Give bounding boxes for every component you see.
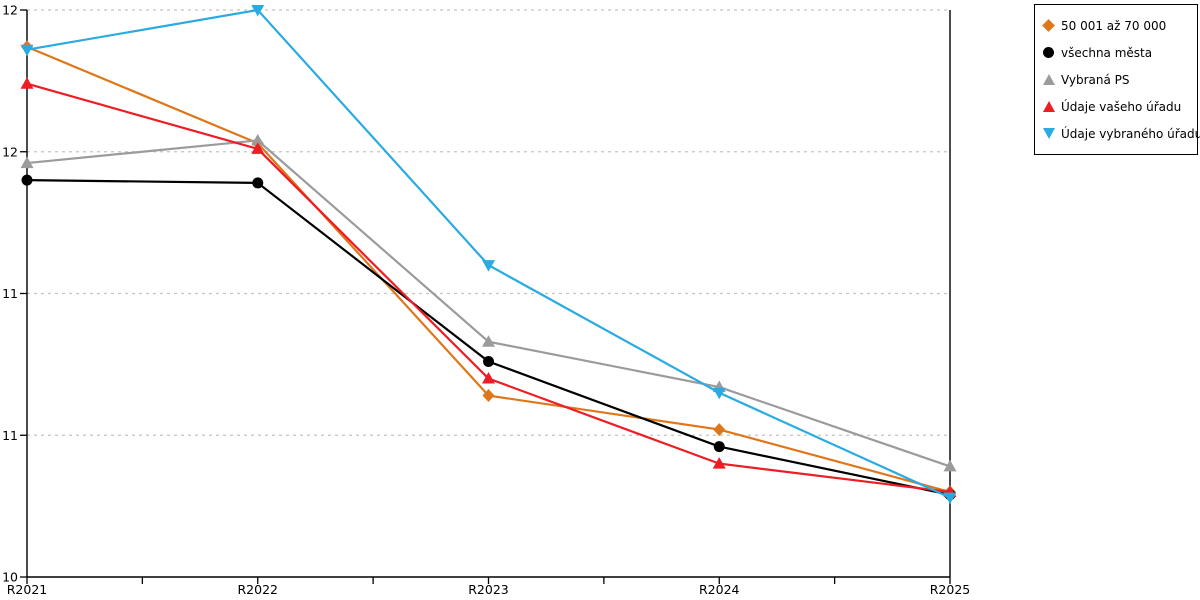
y-tick-label: 11 <box>2 428 18 443</box>
triangle-down-marker-icon <box>251 5 265 17</box>
diamond-marker-icon <box>1041 18 1056 33</box>
triangle-up-marker-icon <box>20 77 34 89</box>
y-tick-label: 10 <box>2 570 18 585</box>
triangle-up-marker-icon <box>482 335 495 347</box>
legend-label: Vybraná PS <box>1061 72 1130 87</box>
triangle-down-marker-icon <box>20 44 34 57</box>
legend-item: všechna města <box>1041 39 1193 66</box>
legend-item: Vybraná PS <box>1041 66 1193 93</box>
y-tick-label: 12 <box>2 144 18 159</box>
triangle-up-marker-icon <box>20 156 34 169</box>
triangle-down-marker-icon <box>943 492 957 505</box>
triangle-up-marker-icon <box>1041 72 1056 87</box>
legend-label: všechna města <box>1061 45 1153 60</box>
circle-marker-icon <box>713 441 725 453</box>
x-tick-label: R2024 <box>699 582 740 597</box>
triangle-down-marker-icon <box>482 260 495 272</box>
y-tick-label: 11 <box>2 286 18 301</box>
circle-marker-icon <box>483 356 494 368</box>
triangle-up-marker-icon <box>943 459 957 472</box>
x-tick-label: R2022 <box>238 582 279 597</box>
legend-label: 50 001 až 70 000 <box>1061 18 1167 33</box>
series-line <box>26 82 951 494</box>
triangle-up-marker-icon <box>1041 99 1056 114</box>
legend: 50 001 až 70 000 všechna města Vybraná P… <box>1034 4 1200 155</box>
legend-item: 50 001 až 70 000 <box>1041 12 1193 39</box>
legend-item: Údaje vašeho úřadu <box>1041 93 1193 120</box>
series-line <box>26 139 951 468</box>
legend-item: Údaje vybraného úřadu <box>1041 120 1200 147</box>
diamond-marker-icon <box>713 423 726 437</box>
y-tick-label: 12 <box>2 3 18 18</box>
circle-marker-icon <box>252 177 264 189</box>
x-tick-label: R2025 <box>930 582 971 597</box>
legend-label: Údaje vybraného úřadu <box>1061 126 1200 141</box>
triangle-up-marker-icon <box>482 372 495 384</box>
series-line <box>26 8 951 499</box>
diamond-marker-icon <box>482 389 495 403</box>
legend-label: Údaje vašeho úřadu <box>1061 99 1182 114</box>
x-tick-label: R2021 <box>7 582 48 597</box>
triangle-up-marker-icon <box>251 133 265 146</box>
triangle-up-marker-icon <box>251 142 265 154</box>
circle-marker-icon <box>21 174 33 186</box>
triangle-down-marker-icon <box>1041 126 1056 141</box>
triangle-down-marker-icon <box>712 387 726 400</box>
triangle-up-marker-icon <box>712 457 726 469</box>
circle-marker-icon <box>1041 45 1056 60</box>
x-tick-label: R2023 <box>468 582 509 597</box>
